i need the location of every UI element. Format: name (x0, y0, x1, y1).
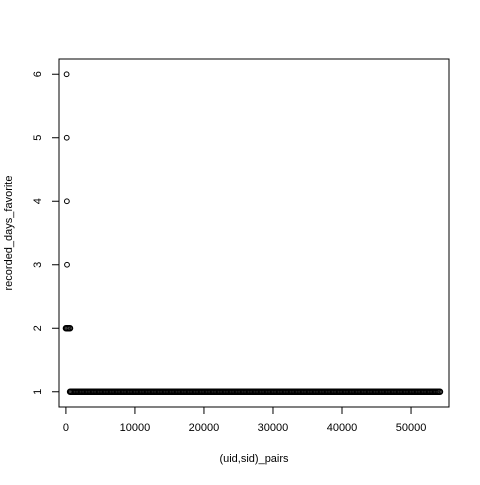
data-point (63, 71, 70, 78)
axis-ticks: 0 10000 20000 30000 40000 50000 1 2 3 4 5 6 (32, 71, 426, 434)
data-points (62, 71, 444, 395)
y-axis-label: recorded_days_favorite (3, 176, 15, 291)
y-tick-label: 4 (32, 198, 44, 204)
x-tick-label: 0 (63, 422, 69, 434)
x-axis-label: (uid,sid)_pairs (219, 453, 289, 465)
data-point (66, 325, 73, 332)
y-tick-label: 1 (32, 389, 44, 395)
x-tick-label: 40000 (327, 422, 358, 434)
x-tick-label: 30000 (258, 422, 289, 434)
data-point (63, 134, 70, 141)
plot-area-frame (58, 58, 450, 408)
data-point (436, 388, 443, 395)
y-tick-label: 3 (32, 262, 44, 268)
data-point (64, 261, 70, 268)
y-tick-label: 5 (32, 135, 44, 141)
y-tick-label: 2 (32, 325, 44, 331)
data-point (63, 198, 70, 205)
x-tick-label: 10000 (120, 422, 151, 434)
y-tick-label: 6 (32, 71, 44, 77)
x-tick-label: 50000 (396, 422, 427, 434)
x-tick-label: 20000 (189, 422, 220, 434)
